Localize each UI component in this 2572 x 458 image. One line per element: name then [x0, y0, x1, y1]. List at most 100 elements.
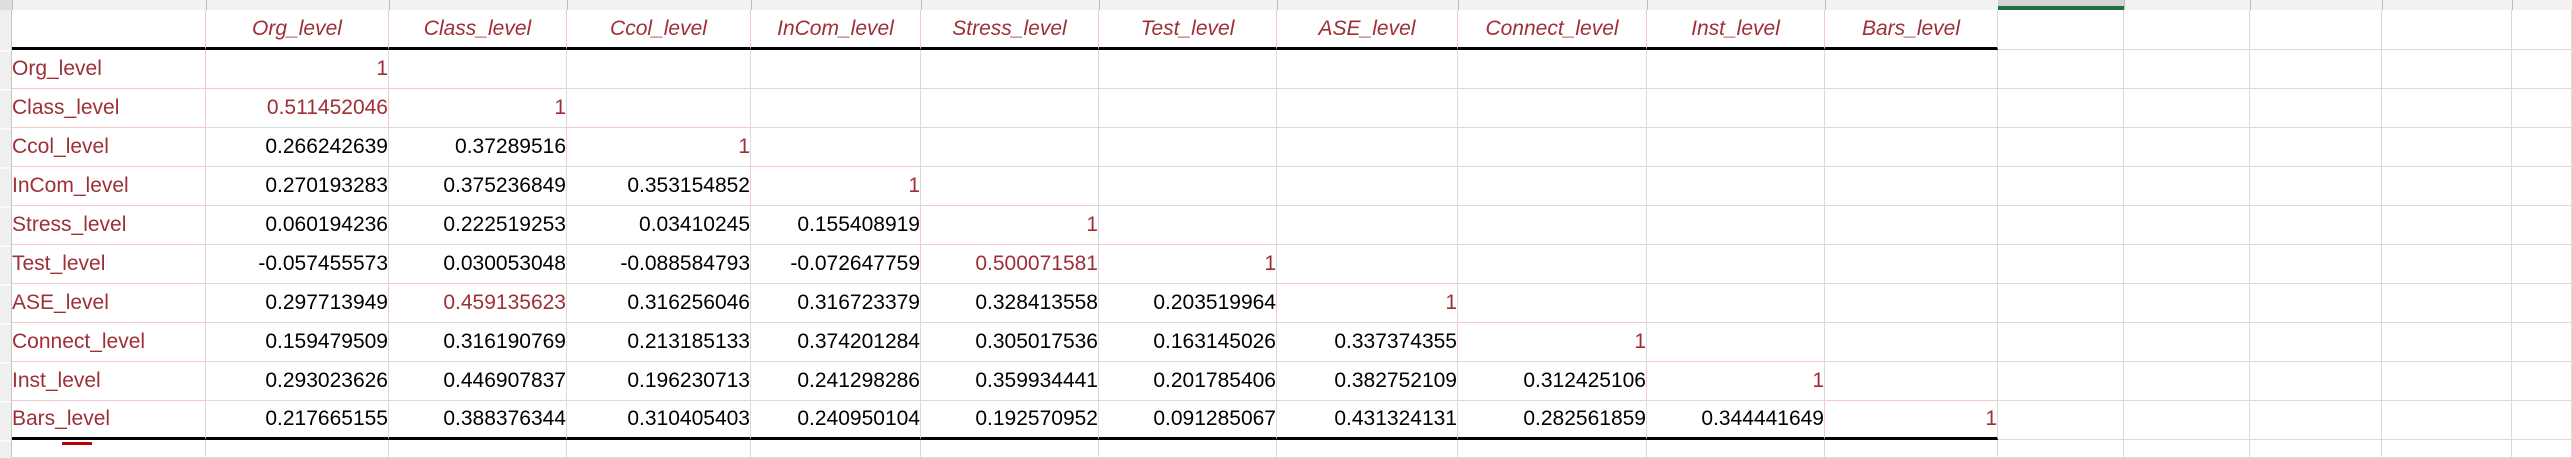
- cell[interactable]: [1458, 128, 1647, 167]
- cell[interactable]: 0.297713949: [206, 284, 389, 323]
- empty-cell[interactable]: [2512, 206, 2572, 245]
- empty-cell[interactable]: [1998, 245, 2124, 284]
- empty-cell[interactable]: [206, 440, 389, 458]
- cell[interactable]: 0.310405403: [567, 401, 751, 440]
- cell[interactable]: 0.37289516: [389, 128, 567, 167]
- cell[interactable]: 0.375236849: [389, 167, 567, 206]
- cell[interactable]: -0.057455573: [206, 245, 389, 284]
- cell[interactable]: 0.459135623: [389, 284, 567, 323]
- empty-cell[interactable]: [2512, 245, 2572, 284]
- cell[interactable]: [1647, 89, 1825, 128]
- cell[interactable]: 1: [567, 128, 751, 167]
- empty-cell[interactable]: [2382, 89, 2512, 128]
- cell[interactable]: [1277, 128, 1458, 167]
- column-letter[interactable]: H: [1348, 0, 1388, 6]
- cell[interactable]: [389, 50, 567, 89]
- cell[interactable]: 0.03410245: [567, 206, 751, 245]
- empty-cell[interactable]: [2512, 323, 2572, 362]
- empty-cell[interactable]: [12, 440, 206, 458]
- empty-cell[interactable]: [1277, 440, 1458, 458]
- column-letter[interactable]: J: [1716, 0, 1756, 6]
- cell[interactable]: [751, 50, 921, 89]
- cell[interactable]: 0.312425106: [1458, 362, 1647, 401]
- empty-cell[interactable]: [2512, 284, 2572, 323]
- row-label-Class_level[interactable]: Class_level: [12, 89, 206, 128]
- cell[interactable]: 1: [921, 206, 1099, 245]
- empty-cell[interactable]: [1998, 284, 2124, 323]
- cell[interactable]: 0.316256046: [567, 284, 751, 323]
- row-label-Org_level[interactable]: Org_level: [12, 50, 206, 89]
- cell[interactable]: 0.163145026: [1099, 323, 1277, 362]
- empty-cell[interactable]: [1998, 323, 2124, 362]
- cell[interactable]: [1458, 50, 1647, 89]
- column-letter[interactable]: M: [2167, 0, 2207, 6]
- selected-column-header[interactable]: L: [1998, 0, 2124, 10]
- cell[interactable]: 0.446907837: [389, 362, 567, 401]
- row-header-strip[interactable]: [0, 10, 12, 458]
- cell[interactable]: 0.511452046: [206, 89, 389, 128]
- empty-cell[interactable]: [2124, 206, 2250, 245]
- row-label-Test_level[interactable]: Test_level: [12, 245, 206, 284]
- empty-cell[interactable]: [2250, 401, 2382, 440]
- cell[interactable]: -0.072647759: [751, 245, 921, 284]
- cell[interactable]: [567, 50, 751, 89]
- empty-cell[interactable]: [2382, 440, 2512, 458]
- cell[interactable]: 1: [1647, 362, 1825, 401]
- empty-cell[interactable]: [2250, 50, 2382, 89]
- cell[interactable]: 0.270193283: [206, 167, 389, 206]
- empty-cell[interactable]: [2512, 10, 2572, 50]
- empty-cell[interactable]: [2382, 323, 2512, 362]
- column-header-Org_level[interactable]: Org_level: [206, 10, 389, 50]
- cell[interactable]: -0.088584793: [567, 245, 751, 284]
- cell[interactable]: 0.213185133: [567, 323, 751, 362]
- cell[interactable]: 0.282561859: [1458, 401, 1647, 440]
- column-letter[interactable]: F: [990, 0, 1030, 6]
- cell[interactable]: 0.344441649: [1647, 401, 1825, 440]
- row-label-ASE_level[interactable]: ASE_level: [12, 284, 206, 323]
- column-letter[interactable]: C: [458, 0, 498, 6]
- row-label-Inst_level[interactable]: Inst_level: [12, 362, 206, 401]
- cell[interactable]: 0.305017536: [921, 323, 1099, 362]
- column-letter-strip[interactable]: A B C D E F G H I J K L M N O P: [12, 0, 2572, 10]
- cell[interactable]: 0.155408919: [751, 206, 921, 245]
- empty-cell[interactable]: [2382, 401, 2512, 440]
- empty-cell[interactable]: [2512, 401, 2572, 440]
- cell[interactable]: 1: [206, 50, 389, 89]
- cell[interactable]: 0.091285067: [1099, 401, 1277, 440]
- empty-cell[interactable]: [2382, 206, 2512, 245]
- row-label-Bars_level[interactable]: Bars_level: [12, 401, 206, 440]
- cell[interactable]: [1277, 167, 1458, 206]
- empty-cell[interactable]: [2124, 245, 2250, 284]
- cell[interactable]: 1: [389, 89, 567, 128]
- cell[interactable]: 0.500071581: [921, 245, 1099, 284]
- empty-cell[interactable]: [2250, 323, 2382, 362]
- empty-cell[interactable]: [2382, 167, 2512, 206]
- cell[interactable]: [1277, 89, 1458, 128]
- empty-cell[interactable]: [2512, 128, 2572, 167]
- cell[interactable]: 0.431324131: [1277, 401, 1458, 440]
- cell[interactable]: [1458, 245, 1647, 284]
- empty-cell[interactable]: [1998, 50, 2124, 89]
- cell[interactable]: 0.201785406: [1099, 362, 1277, 401]
- cell[interactable]: 0.203519964: [1099, 284, 1277, 323]
- cell[interactable]: [1458, 89, 1647, 128]
- empty-cell[interactable]: [567, 440, 751, 458]
- cell[interactable]: 0.328413558: [921, 284, 1099, 323]
- row-label-Ccol_level[interactable]: Ccol_level: [12, 128, 206, 167]
- column-header-Ccol_level[interactable]: Ccol_level: [567, 10, 751, 50]
- cell[interactable]: 0.353154852: [567, 167, 751, 206]
- column-letter[interactable]: K: [1892, 0, 1932, 6]
- empty-cell[interactable]: [1998, 167, 2124, 206]
- cell[interactable]: [1458, 284, 1647, 323]
- cell[interactable]: 0.337374355: [1277, 323, 1458, 362]
- cell[interactable]: 0.159479509: [206, 323, 389, 362]
- empty-cell[interactable]: [2250, 362, 2382, 401]
- column-letter[interactable]: O: [2427, 0, 2467, 6]
- empty-cell[interactable]: [2250, 128, 2382, 167]
- row-label-Stress_level[interactable]: Stress_level: [12, 206, 206, 245]
- empty-cell[interactable]: [1998, 362, 2124, 401]
- empty-cell[interactable]: [751, 440, 921, 458]
- cell[interactable]: [751, 89, 921, 128]
- empty-cell[interactable]: [2250, 245, 2382, 284]
- empty-cell[interactable]: [1099, 440, 1277, 458]
